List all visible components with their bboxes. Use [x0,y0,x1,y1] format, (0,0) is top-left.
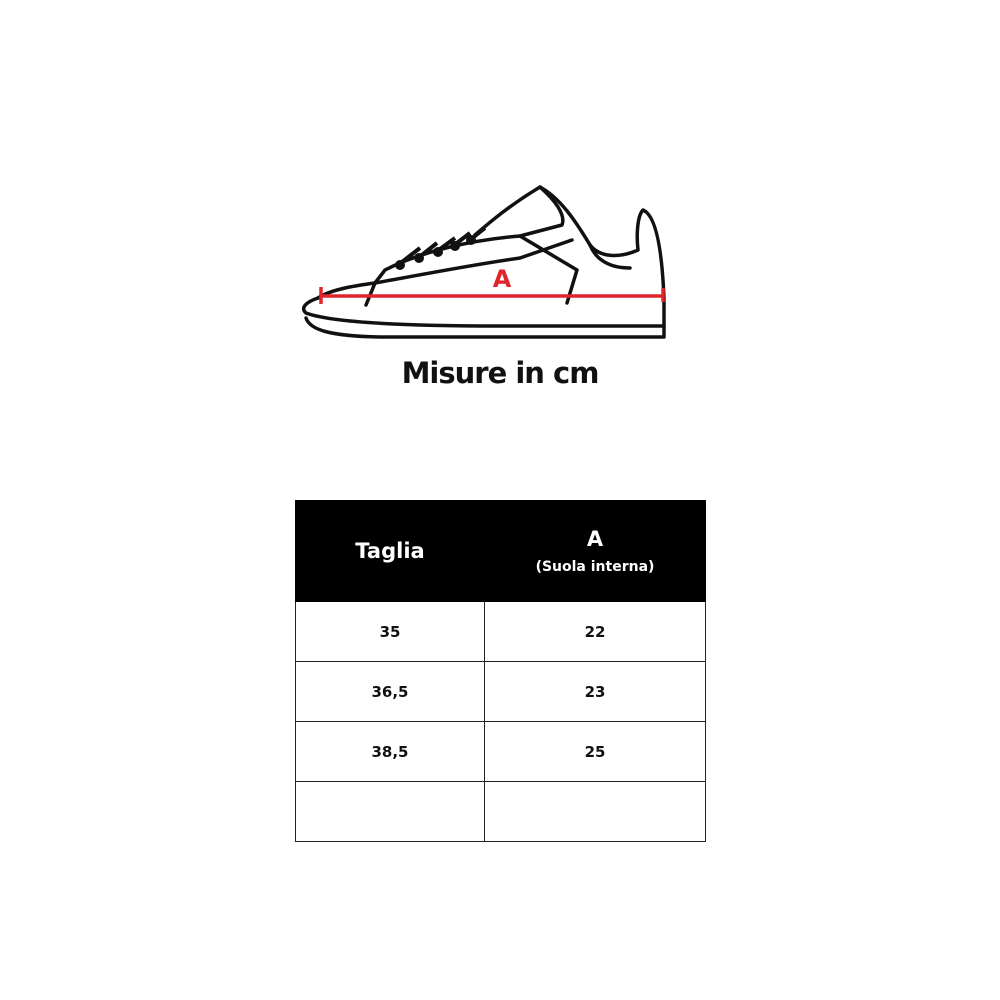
cell-a: 22 [484,601,706,662]
table-row [295,781,706,842]
shoe-illustration: A [301,185,666,339]
size-table: Taglia A (Suola interna) 35 22 36,5 23 38,… [295,500,706,842]
header-size: Taglia [295,500,485,602]
cell-size: 35 [295,601,485,662]
cell-size [295,781,485,842]
cell-size: 36,5 [295,661,485,722]
measure-label: A [493,265,512,293]
table-row: 38,5 25 [295,721,706,782]
cell-size: 38,5 [295,721,485,782]
header-measure-sub: (Suola interna) [535,559,655,575]
measure-line [319,287,665,304]
cell-a [484,781,706,842]
page-title: Misure in cm [401,356,600,390]
cell-a: 25 [484,721,706,782]
table-header: Taglia A (Suola interna) [295,500,706,602]
table-row: 35 22 [295,601,706,662]
cell-a: 23 [484,661,706,722]
table-row: 36,5 23 [295,661,706,722]
header-measure-label: A [586,527,604,551]
header-measure: A (Suola interna) [484,500,706,602]
